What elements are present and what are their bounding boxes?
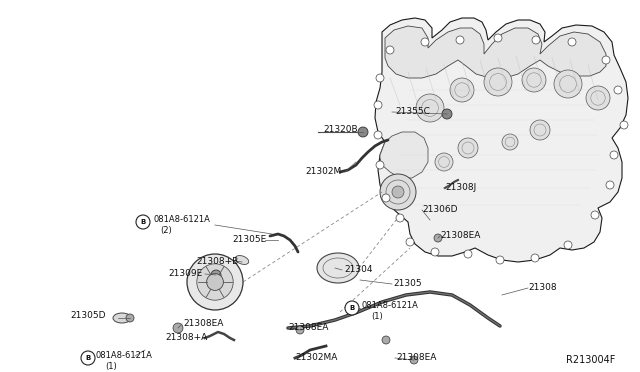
Circle shape [386, 46, 394, 54]
Circle shape [484, 68, 512, 96]
Circle shape [382, 194, 390, 202]
Circle shape [136, 215, 150, 229]
Circle shape [606, 181, 614, 189]
Text: (1): (1) [105, 362, 116, 371]
Circle shape [464, 250, 472, 258]
Text: 21355C: 21355C [395, 108, 430, 116]
Text: B: B [349, 305, 355, 311]
Circle shape [416, 94, 444, 122]
Ellipse shape [236, 256, 249, 264]
Circle shape [296, 326, 304, 334]
Circle shape [522, 68, 546, 92]
Text: (1): (1) [371, 311, 383, 321]
Circle shape [358, 127, 368, 137]
Circle shape [187, 254, 243, 310]
Text: B: B [85, 355, 91, 361]
Text: 21308EA: 21308EA [288, 324, 328, 333]
Circle shape [614, 86, 622, 94]
Text: 21305E: 21305E [232, 235, 266, 244]
Text: (2): (2) [160, 225, 172, 234]
Circle shape [554, 70, 582, 98]
Circle shape [502, 134, 518, 150]
Text: 081A8-6121A: 081A8-6121A [361, 301, 418, 311]
Circle shape [376, 74, 384, 82]
Circle shape [586, 86, 610, 110]
Circle shape [380, 174, 416, 210]
Circle shape [530, 120, 550, 140]
Text: 21308EA: 21308EA [183, 320, 223, 328]
Circle shape [392, 186, 404, 198]
Polygon shape [380, 132, 428, 178]
Circle shape [382, 336, 390, 344]
Circle shape [211, 270, 221, 280]
Text: 21302M: 21302M [305, 167, 341, 176]
Circle shape [610, 151, 618, 159]
Circle shape [496, 256, 504, 264]
Circle shape [442, 109, 452, 119]
Circle shape [532, 36, 540, 44]
Text: 21306D: 21306D [422, 205, 458, 215]
Circle shape [450, 78, 474, 102]
Circle shape [406, 238, 414, 246]
Polygon shape [375, 18, 628, 262]
Text: 21308J: 21308J [445, 183, 476, 192]
Circle shape [374, 101, 382, 109]
Ellipse shape [113, 313, 131, 323]
Circle shape [376, 161, 384, 169]
Text: B: B [140, 219, 146, 225]
Circle shape [173, 323, 183, 333]
Circle shape [431, 248, 439, 256]
Text: 21308+B: 21308+B [196, 257, 238, 266]
Text: 21302MA: 21302MA [295, 353, 337, 362]
Circle shape [434, 234, 442, 242]
Text: 21308EA: 21308EA [396, 353, 436, 362]
Circle shape [564, 241, 572, 249]
Text: 21305: 21305 [393, 279, 422, 289]
Text: 21308EA: 21308EA [440, 231, 481, 241]
Text: 081A8-6121A: 081A8-6121A [95, 352, 152, 360]
Circle shape [458, 138, 478, 158]
Ellipse shape [317, 253, 359, 283]
Text: R213004F: R213004F [566, 355, 616, 365]
Text: 081A8-6121A: 081A8-6121A [153, 215, 210, 224]
Circle shape [81, 351, 95, 365]
Circle shape [345, 301, 359, 315]
Circle shape [620, 121, 628, 129]
Text: 21308: 21308 [528, 283, 557, 292]
Circle shape [435, 153, 453, 171]
Circle shape [126, 314, 134, 322]
Text: 21308+A: 21308+A [165, 334, 207, 343]
Polygon shape [385, 26, 606, 78]
Circle shape [531, 254, 539, 262]
Circle shape [494, 34, 502, 42]
Circle shape [410, 356, 418, 364]
Circle shape [421, 38, 429, 46]
Circle shape [374, 131, 382, 139]
Circle shape [396, 214, 404, 222]
Text: 21304: 21304 [344, 266, 372, 275]
Circle shape [591, 211, 599, 219]
Text: 21305D: 21305D [70, 311, 106, 321]
Text: 21320B: 21320B [323, 125, 358, 135]
Circle shape [602, 56, 610, 64]
Circle shape [207, 273, 223, 291]
Circle shape [568, 38, 576, 46]
Circle shape [456, 36, 464, 44]
Text: 21309E: 21309E [168, 269, 202, 279]
Circle shape [197, 264, 233, 300]
